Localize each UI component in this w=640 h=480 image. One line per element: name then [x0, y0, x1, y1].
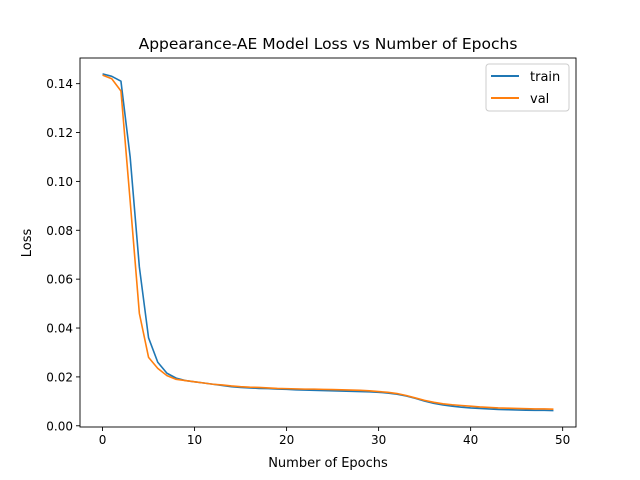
- y-axis-label: Loss: [20, 229, 35, 258]
- x-axis-label: Number of Epochs: [268, 456, 388, 471]
- y-tick-label: 0.00: [46, 419, 73, 433]
- y-tick-label: 0.08: [46, 224, 73, 238]
- legend-label-train: train: [530, 70, 560, 85]
- x-tick-label: 40: [463, 433, 478, 447]
- legend: train val: [485, 63, 570, 112]
- x-tick-label: 0: [99, 433, 107, 447]
- plot-lines: [102, 73, 554, 412]
- x-tick-label: 20: [279, 433, 294, 447]
- y-tick-label: 0.02: [46, 370, 73, 384]
- x-tick-label: 30: [371, 433, 386, 447]
- y-tick-label: 0.14: [46, 77, 73, 91]
- chart-title: Appearance-AE Model Loss vs Number of Ep…: [139, 35, 518, 53]
- plot-frame: [79, 57, 577, 428]
- y-tick-label: 0.12: [46, 126, 73, 140]
- legend-label-val: val: [530, 92, 549, 107]
- y-tick-label: 0.06: [46, 273, 73, 287]
- y-axis: 0.00 0.02 0.04 0.06 0.08 0.10 0.12 0.14: [46, 77, 80, 433]
- y-tick-label: 0.04: [46, 322, 73, 336]
- x-axis: 0 10 20 30 40 50: [99, 427, 570, 447]
- series-line-val: [102, 74, 554, 410]
- y-tick-label: 0.10: [46, 175, 73, 189]
- x-tick-label: 50: [555, 433, 570, 447]
- series-line-train: [102, 73, 554, 412]
- x-tick-label: 10: [187, 433, 202, 447]
